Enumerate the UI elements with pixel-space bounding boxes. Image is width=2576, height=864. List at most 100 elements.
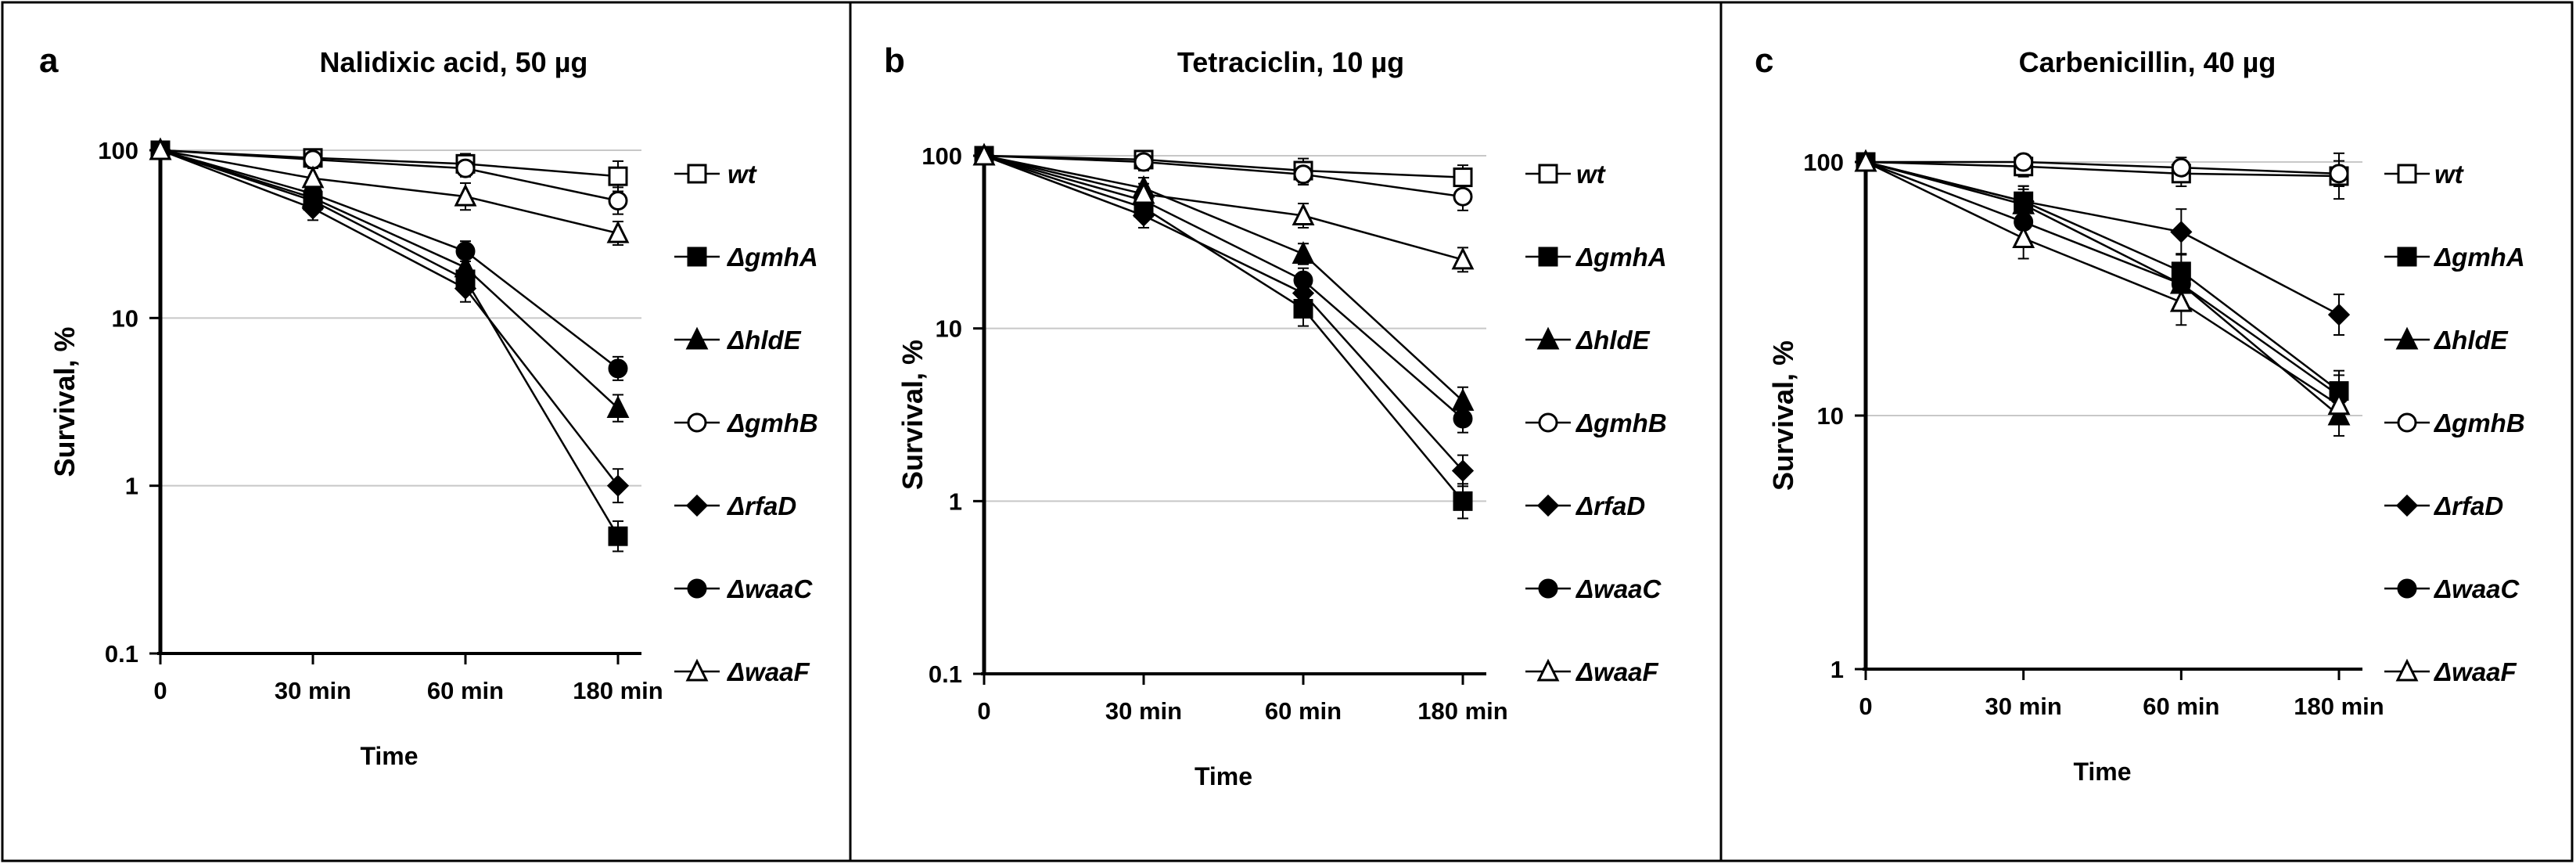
data-point [2327, 392, 2351, 416]
x-tick-label: 60 min [427, 677, 504, 704]
legend-marker [687, 247, 707, 267]
data-point [1453, 491, 1473, 511]
y-tick-label: 0.1 [929, 661, 962, 688]
legend-marker [687, 578, 707, 599]
data-point [2012, 225, 2035, 249]
data-point [1293, 270, 1313, 290]
legend-label: ΔwaaF [1575, 657, 1659, 686]
legend-marker [687, 164, 707, 184]
series-line-7 [1865, 160, 2340, 406]
legend-label: ΔhldE [2433, 326, 2509, 355]
data-point [608, 358, 628, 379]
series-line-6 [983, 154, 1464, 419]
legend-marker [1538, 412, 1558, 433]
x-tick-label: 0 [1859, 693, 1872, 720]
legend-marker [687, 412, 707, 433]
series-line-3 [983, 154, 1464, 402]
data-point [301, 197, 325, 220]
x-tick-label: 60 min [2143, 693, 2219, 720]
series-line-4 [1866, 160, 2340, 175]
legend-label: wt [1576, 160, 1607, 189]
data-point [608, 166, 628, 186]
data-point [608, 191, 628, 211]
chart-title: Tetraciclin, 10 µg [1177, 46, 1404, 78]
x-axis-label: Time [1195, 762, 1252, 790]
legend-label: ΔwaaF [2433, 657, 2517, 686]
series-line-7 [160, 149, 619, 235]
x-tick-label: 180 min [1417, 697, 1507, 725]
series-line-3 [1865, 160, 2340, 416]
data-point [608, 526, 628, 546]
series-line-7 [983, 154, 1464, 261]
data-point [1292, 203, 1315, 226]
legend-marker [2397, 412, 2417, 433]
legend-label: ΔgmhB [2433, 409, 2525, 437]
x-axis-label: Time [2073, 758, 2131, 786]
legend-marker [685, 326, 709, 350]
data-point [972, 142, 996, 166]
x-tick-label: 60 min [1265, 697, 1342, 725]
panel-letter: c [1755, 41, 1773, 80]
data-point [1134, 152, 1154, 172]
series-line-5 [160, 149, 619, 487]
legend-label: ΔrfaD [726, 491, 796, 520]
y-tick-label: 100 [1803, 149, 1844, 176]
legend-label: ΔhldE [726, 326, 802, 355]
data-point [1453, 186, 1473, 207]
chart-panel-a: a Nalidixic acid, 50 µg 0.1 1 10 100 0 30 min 60… [39, 41, 818, 770]
y-tick-label: 1 [949, 488, 962, 515]
legend-marker [2395, 494, 2419, 517]
chart-panel-b: b Tetraciclin, 10 µg 0.1 1 10 100 0 30 min 60 mi… [884, 41, 1667, 790]
series-line-1 [1865, 160, 2340, 178]
data-point [2014, 152, 2034, 172]
data-point [149, 137, 172, 160]
x-tick-label: 30 min [275, 677, 351, 704]
legend-marker [1538, 578, 1558, 599]
legend-label: ΔgmhA [1575, 243, 1667, 272]
data-point [1451, 247, 1475, 270]
series-line-4 [983, 154, 1464, 198]
y-tick-label: 1 [125, 473, 138, 500]
legend-marker [685, 494, 709, 517]
legend-label: ΔwaaF [726, 657, 810, 686]
data-point [1854, 149, 1877, 172]
chart-title: Nalidixic acid, 50 µg [320, 46, 588, 78]
legend-label: ΔgmhA [2433, 243, 2525, 272]
data-point [1453, 409, 1473, 429]
data-point [454, 183, 477, 207]
y-axis-label: Survival, % [896, 340, 929, 490]
legend-label: ΔrfaD [1575, 491, 1645, 520]
legend-label: ΔwaaC [726, 574, 814, 603]
legend-label: ΔgmhB [726, 409, 818, 437]
data-point [1293, 164, 1313, 185]
legend-marker [2395, 326, 2419, 350]
data-point [606, 474, 630, 497]
data-point [454, 277, 477, 300]
legend-marker [685, 658, 709, 682]
panel-letter: a [39, 41, 59, 80]
x-tick-label: 30 min [1105, 697, 1182, 725]
legend-label: ΔwaaC [2433, 574, 2520, 603]
chart-panel-c: c Carbenicillin, 40 µg 1 10 100 0 30 min 60 min… [1755, 41, 2525, 786]
legend-marker [2397, 164, 2417, 184]
data-point [454, 254, 477, 278]
legend-label: wt [2434, 160, 2465, 189]
series-line-6 [1865, 160, 2340, 397]
legend-marker [2395, 658, 2419, 682]
data-point [1453, 167, 1473, 188]
legend-marker [1536, 326, 1560, 350]
x-tick-label: 0 [977, 697, 990, 725]
data-point [1132, 204, 1155, 227]
data-point [1292, 241, 1315, 264]
legend-marker [1536, 494, 1560, 517]
data-point [1451, 459, 1475, 482]
y-tick-label: 10 [112, 304, 138, 332]
data-point [2012, 190, 2035, 213]
series-line-2 [983, 154, 1464, 502]
legend-marker [1538, 247, 1558, 267]
x-tick-label: 0 [153, 677, 167, 704]
legend-label: ΔrfaD [2433, 491, 2503, 520]
data-point [1132, 181, 1155, 204]
